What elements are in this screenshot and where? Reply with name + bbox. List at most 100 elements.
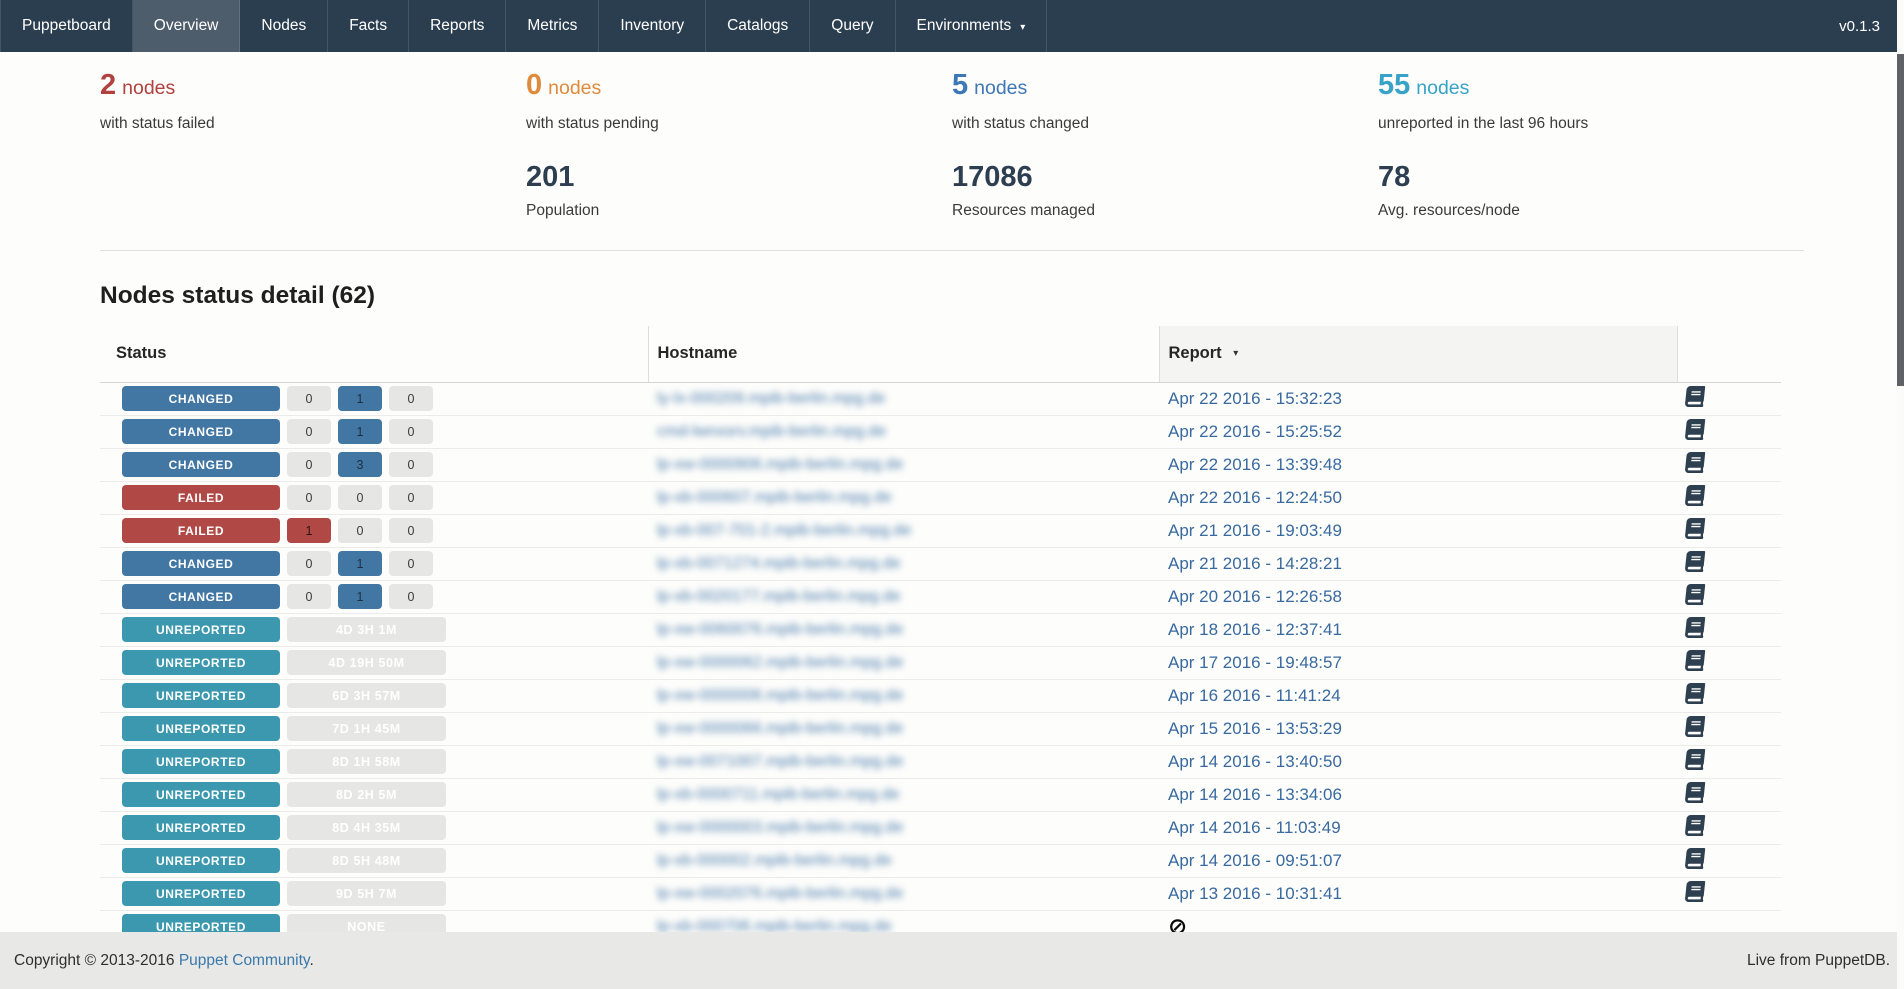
hostname-link[interactable]: lp-xb-000002.mpib-berlin.mpg.de	[657, 851, 892, 869]
stat-unreported[interactable]: 55 nodes unreported in the last 96 hours	[1378, 68, 1804, 133]
report-detail-link[interactable]	[1685, 484, 1706, 506]
status-badge: UNREPORTED	[122, 683, 280, 708]
main-content: 2 nodes with status failed 0 nodes with st…	[100, 52, 1804, 944]
report-detail-link[interactable]	[1685, 781, 1706, 803]
hostname-link[interactable]: cmd-lwnxsrv.mpib-berlin.mpg.de	[657, 422, 887, 440]
hostname-link[interactable]: lp-xw-0000006.mpib-berlin.mpg.de	[657, 686, 904, 704]
report-link[interactable]: Apr 21 2016 - 19:03:49	[1168, 520, 1342, 540]
book-icon	[1685, 781, 1706, 803]
tab-reports[interactable]: Reports	[409, 0, 507, 52]
pending-count: 0	[526, 69, 543, 101]
hostname-link[interactable]: lp-xw-0000906.mpib-berlin.mpg.de	[657, 455, 904, 473]
column-header-actions	[1677, 326, 1781, 383]
hostname-link[interactable]: lp-xw-0071007.mpib-berlin.mpg.de	[657, 752, 904, 770]
report-cell: Apr 15 2016 - 13:53:29	[1159, 712, 1677, 746]
tab-nodes[interactable]: Nodes	[240, 0, 329, 52]
hostname-link[interactable]: lp-xb-007-701-2.mpib-berlin.mpg.de	[657, 521, 912, 539]
navbar: Puppetboard Overview Nodes Facts Reports…	[0, 0, 1897, 52]
report-icon-cell	[1677, 580, 1781, 614]
report-link[interactable]: Apr 17 2016 - 19:48:57	[1168, 652, 1342, 672]
report-link[interactable]: Apr 16 2016 - 11:41:24	[1168, 685, 1341, 705]
tab-facts[interactable]: Facts	[328, 0, 410, 52]
tab-query[interactable]: Query	[810, 0, 896, 52]
puppet-community-link[interactable]: Puppet Community	[178, 951, 310, 969]
environments-dropdown[interactable]: Environments ▾	[896, 0, 1048, 52]
hostname-link[interactable]: lp-xw-0000003.mpib-berlin.mpg.de	[657, 818, 904, 836]
hostname-link[interactable]: lp-xw-0000066.mpib-berlin.mpg.de	[657, 719, 904, 737]
report-link[interactable]: Apr 13 2016 - 10:31:41	[1168, 883, 1342, 903]
report-detail-link[interactable]	[1685, 451, 1706, 473]
hostname-link[interactable]: lp-xw-0002076.mpib-berlin.mpg.de	[657, 884, 904, 902]
report-detail-link[interactable]	[1685, 385, 1706, 407]
report-link[interactable]: Apr 15 2016 - 13:53:29	[1168, 718, 1342, 738]
tab-metrics[interactable]: Metrics	[506, 0, 600, 52]
report-link[interactable]: Apr 20 2016 - 12:26:58	[1168, 586, 1342, 606]
book-icon	[1685, 616, 1706, 638]
report-detail-link[interactable]	[1685, 517, 1706, 539]
hostname-link[interactable]: lp-xb-000706.mpib-berlin.mpg.de	[657, 917, 892, 935]
report-link[interactable]: Apr 18 2016 - 12:37:41	[1168, 619, 1342, 639]
metric-avg-resources: 78 Avg. resources/node	[1378, 160, 1804, 220]
report-detail-link[interactable]	[1685, 616, 1706, 638]
report-detail-link[interactable]	[1685, 550, 1706, 572]
count-pill: 0	[389, 386, 433, 411]
hostname-link[interactable]: lp-xw-0000062.mpib-berlin.mpg.de	[657, 653, 904, 671]
book-icon	[1685, 451, 1706, 473]
footer: Copyright © 2013-2016 Puppet Community. …	[0, 932, 1904, 989]
tab-inventory[interactable]: Inventory	[599, 0, 707, 52]
report-link[interactable]: Apr 14 2016 - 11:03:49	[1168, 817, 1341, 837]
report-link[interactable]: Apr 22 2016 - 13:39:48	[1168, 454, 1342, 474]
stat-failed[interactable]: 2 nodes with status failed	[100, 68, 526, 133]
report-link[interactable]: Apr 22 2016 - 12:24:50	[1168, 487, 1342, 507]
stat-pending[interactable]: 0 nodes with status pending	[526, 68, 952, 133]
report-link[interactable]: Apr 14 2016 - 13:34:06	[1168, 784, 1342, 804]
tab-catalogs[interactable]: Catalogs	[706, 0, 811, 52]
column-header-report[interactable]: Report ▾	[1159, 326, 1678, 383]
report-cell: Apr 16 2016 - 11:41:24	[1159, 679, 1677, 713]
report-link[interactable]: Apr 14 2016 - 13:40:50	[1168, 751, 1342, 771]
book-icon	[1685, 385, 1706, 407]
navbar-brand[interactable]: Puppetboard	[0, 0, 133, 52]
column-header-status[interactable]: Status	[100, 326, 649, 383]
report-link[interactable]: Apr 14 2016 - 09:51:07	[1168, 850, 1342, 870]
report-icon-cell	[1677, 811, 1781, 845]
report-detail-link[interactable]	[1685, 847, 1706, 869]
report-detail-link[interactable]	[1685, 583, 1706, 605]
report-cell: Apr 21 2016 - 19:03:49	[1159, 514, 1677, 548]
report-detail-link[interactable]	[1685, 748, 1706, 770]
report-link[interactable]: Apr 22 2016 - 15:32:23	[1168, 388, 1342, 408]
count-pill: 1	[338, 584, 382, 609]
report-link[interactable]: Apr 22 2016 - 15:25:52	[1168, 421, 1342, 441]
hostname-link[interactable]: lp-xb-0020177.mpib-berlin.mpg.de	[657, 587, 901, 605]
report-detail-link[interactable]	[1685, 418, 1706, 440]
page-title: Nodes status detail (62)	[100, 282, 376, 309]
hostname-link[interactable]: lp-xb-0000711.mpib-berlin.mpg.de	[657, 785, 900, 803]
report-link[interactable]: Apr 21 2016 - 14:28:21	[1168, 553, 1342, 573]
report-detail-link[interactable]	[1685, 715, 1706, 737]
table-row: UNREPORTED 7D 1H 45M lp-xw-0000066.mpib-…	[100, 712, 1781, 746]
report-detail-link[interactable]	[1685, 814, 1706, 836]
status-counts: 4D 19H 50M	[287, 650, 446, 675]
report-detail-link[interactable]	[1685, 880, 1706, 902]
hostname-link[interactable]: lp-xb-000607.mpib-berlin.mpg.de	[657, 488, 892, 506]
column-header-hostname[interactable]: Hostname	[648, 326, 1160, 383]
tab-overview[interactable]: Overview	[132, 0, 241, 52]
report-detail-link[interactable]	[1685, 682, 1706, 704]
scrollbar-track[interactable]	[1897, 0, 1904, 989]
failed-desc: with status failed	[100, 115, 215, 132]
hostname-link[interactable]: ly-lx-000209.mpib-berlin.mpg.de	[657, 389, 886, 407]
avg-resources-label: Avg. resources/node	[1378, 202, 1520, 219]
scrollbar-thumb[interactable]	[1897, 54, 1904, 386]
report-detail-link[interactable]	[1685, 649, 1706, 671]
hostname-link[interactable]: lp-xb-0071274.mpib-berlin.mpg.de	[657, 554, 901, 572]
hostname-link[interactable]: lp-xw-0060076.mpib-berlin.mpg.de	[657, 620, 904, 638]
report-icon-cell	[1677, 481, 1781, 515]
count-pill: 1	[338, 419, 382, 444]
status-counts: 8D 1H 58M	[287, 749, 446, 774]
stat-changed[interactable]: 5 nodes with status changed	[952, 68, 1378, 133]
